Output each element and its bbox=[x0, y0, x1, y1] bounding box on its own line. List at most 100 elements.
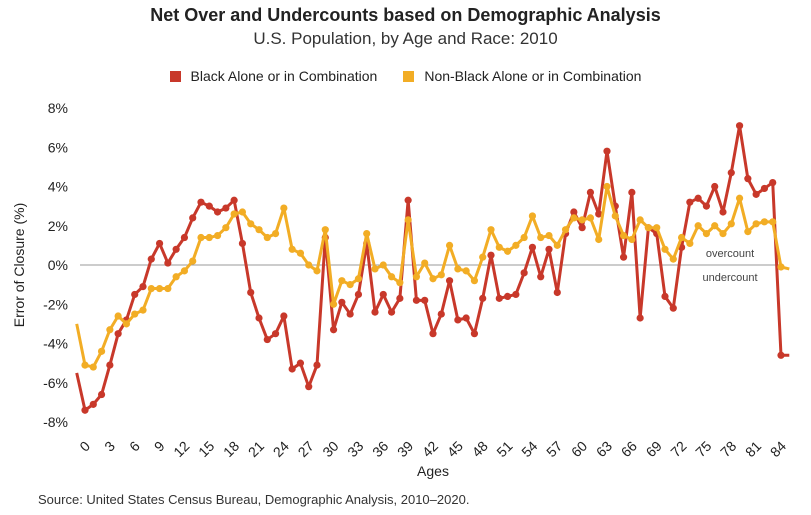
x-tick-label: 12 bbox=[170, 438, 192, 460]
data-point bbox=[247, 220, 255, 228]
data-point bbox=[503, 247, 512, 255]
x-tick-label: 57 bbox=[543, 438, 565, 460]
x-tick-label: 54 bbox=[518, 438, 540, 460]
data-point bbox=[321, 226, 329, 234]
data-point bbox=[421, 296, 429, 304]
data-point bbox=[305, 261, 313, 269]
x-tick-label: 48 bbox=[469, 438, 491, 460]
data-point bbox=[777, 263, 785, 271]
data-point bbox=[189, 257, 197, 265]
data-point bbox=[313, 267, 321, 275]
data-point bbox=[338, 277, 346, 285]
data-point bbox=[595, 210, 603, 218]
data-point bbox=[669, 304, 677, 312]
data-point bbox=[404, 216, 412, 224]
data-point bbox=[595, 235, 603, 244]
data-point bbox=[379, 261, 387, 269]
y-tick-label: -8% bbox=[43, 414, 68, 430]
data-point bbox=[487, 226, 495, 234]
data-point bbox=[97, 390, 106, 399]
x-tick-label: 75 bbox=[692, 438, 714, 460]
data-point bbox=[222, 224, 230, 232]
data-point bbox=[354, 275, 363, 283]
data-point bbox=[263, 335, 271, 344]
data-point bbox=[561, 226, 570, 234]
series-non-black bbox=[75, 182, 790, 371]
data-point bbox=[180, 267, 189, 275]
x-tick-label: 63 bbox=[593, 438, 615, 460]
data-point bbox=[363, 230, 371, 238]
data-point bbox=[727, 220, 735, 228]
data-point bbox=[296, 359, 305, 367]
y-axis-title: Error of Closure (%) bbox=[11, 203, 27, 327]
data-point bbox=[528, 212, 537, 220]
source-note: Source: United States Census Bureau, Dem… bbox=[38, 492, 470, 507]
data-point bbox=[222, 204, 230, 212]
chart-title: Net Over and Undercounts based on Demogr… bbox=[150, 5, 661, 25]
data-point bbox=[147, 284, 155, 293]
x-tick-label: 39 bbox=[394, 438, 416, 460]
y-tick-label: 0% bbox=[48, 257, 68, 273]
data-point bbox=[81, 361, 89, 369]
data-point bbox=[114, 330, 122, 338]
data-point bbox=[537, 273, 545, 281]
data-point bbox=[619, 253, 628, 261]
data-point bbox=[545, 231, 553, 240]
data-point bbox=[760, 218, 769, 226]
data-point bbox=[661, 245, 669, 253]
data-point bbox=[454, 316, 462, 324]
data-point bbox=[512, 290, 520, 299]
data-point bbox=[305, 383, 313, 391]
data-point bbox=[503, 292, 512, 300]
data-point bbox=[611, 212, 619, 220]
data-point bbox=[404, 196, 412, 204]
data-point bbox=[114, 312, 122, 320]
data-point bbox=[677, 233, 686, 242]
data-point bbox=[769, 218, 777, 226]
data-point bbox=[396, 294, 404, 302]
x-tick-label: 0 bbox=[76, 438, 93, 455]
data-point bbox=[213, 208, 222, 216]
data-point bbox=[628, 235, 636, 244]
data-point bbox=[155, 239, 164, 248]
data-point bbox=[280, 204, 288, 212]
x-tick-label: 6 bbox=[126, 438, 143, 455]
data-point bbox=[255, 226, 263, 234]
y-tick-label: -2% bbox=[43, 296, 68, 312]
data-point bbox=[702, 202, 711, 210]
data-point bbox=[512, 241, 520, 249]
data-point bbox=[636, 216, 644, 224]
series-group bbox=[75, 122, 790, 414]
data-point bbox=[445, 277, 454, 285]
x-tick-label: 9 bbox=[151, 438, 168, 455]
data-point bbox=[346, 310, 354, 318]
data-point bbox=[694, 194, 702, 202]
data-point bbox=[205, 202, 213, 210]
data-point bbox=[686, 239, 694, 248]
data-point bbox=[412, 296, 421, 304]
data-point bbox=[470, 330, 479, 338]
legend-label-black: Black Alone or in Combination bbox=[190, 68, 378, 84]
y-tick-label: 4% bbox=[48, 179, 68, 195]
data-point bbox=[653, 224, 661, 232]
data-point bbox=[97, 347, 106, 355]
data-point bbox=[346, 281, 354, 289]
overcount-annotation: overcount bbox=[706, 248, 754, 260]
y-tick-label: 2% bbox=[48, 218, 68, 234]
data-point bbox=[271, 330, 280, 338]
data-point bbox=[487, 251, 495, 259]
data-point bbox=[752, 220, 760, 228]
data-point bbox=[719, 230, 727, 238]
data-point bbox=[586, 214, 595, 222]
data-point bbox=[81, 406, 89, 414]
data-point bbox=[139, 306, 147, 314]
x-tick-label: 30 bbox=[319, 438, 341, 460]
data-point bbox=[711, 182, 719, 191]
x-tick-label: 60 bbox=[568, 438, 590, 460]
data-point bbox=[396, 279, 404, 287]
x-axis-title: Ages bbox=[417, 463, 449, 479]
x-tick-label: 27 bbox=[295, 438, 317, 460]
data-point bbox=[570, 214, 578, 222]
data-point bbox=[636, 314, 644, 322]
data-point bbox=[619, 231, 628, 240]
